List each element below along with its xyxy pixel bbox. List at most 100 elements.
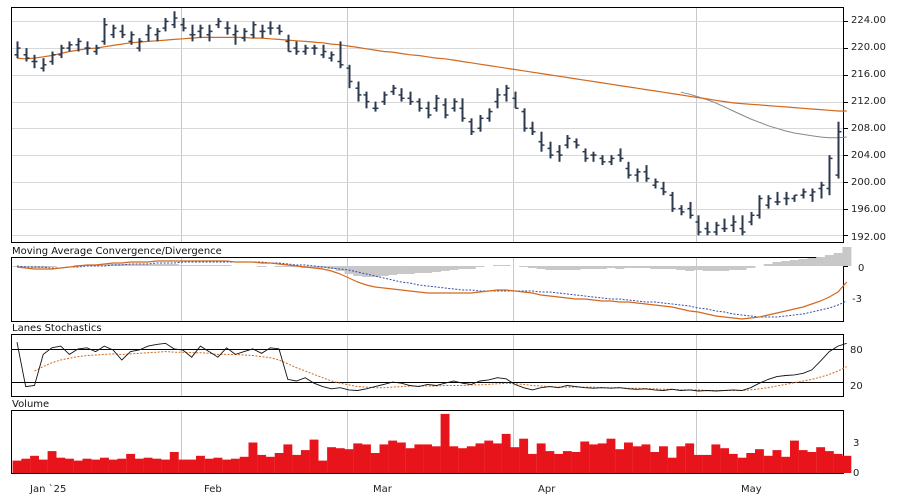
volume-bar xyxy=(711,444,721,473)
macd-histogram-bar xyxy=(554,266,564,270)
volume-bar xyxy=(38,459,48,473)
stochastic-k-line xyxy=(16,342,847,392)
volume-bar xyxy=(414,444,424,473)
volume-bar xyxy=(624,442,633,473)
volume-bar xyxy=(676,446,686,473)
macd-histogram-bar xyxy=(571,266,581,270)
macd-histogram-bar xyxy=(685,266,695,271)
month-label: Jan `25 xyxy=(29,483,66,495)
volume-bar xyxy=(702,454,712,473)
volume-bar xyxy=(763,455,773,473)
macd-histogram-bar xyxy=(431,266,441,272)
volume-bar xyxy=(161,459,170,473)
volume-bar xyxy=(641,444,651,473)
macd-histogram-bar xyxy=(169,264,179,266)
volume-bar xyxy=(475,443,485,473)
macd-histogram-bar xyxy=(833,253,843,266)
macd-histogram-bar xyxy=(335,266,345,271)
macd-histogram-bar xyxy=(772,262,782,266)
macd-histogram-bar xyxy=(720,266,730,271)
macd-histogram-bar xyxy=(632,266,642,268)
volume-bar xyxy=(126,453,136,473)
volume-bar xyxy=(571,452,581,473)
macd-histogram-bar xyxy=(388,266,398,275)
volume-bar xyxy=(484,440,494,473)
volume-ytick-label: 0 xyxy=(853,468,859,479)
volume-bar xyxy=(388,440,398,473)
volume-bar xyxy=(536,443,546,473)
volume-bar xyxy=(527,453,537,473)
macd-histogram-bar xyxy=(842,247,852,266)
macd-histogram-bar xyxy=(737,266,747,270)
macd-histogram-bar xyxy=(440,266,450,271)
macd-histogram-bar xyxy=(589,266,599,269)
macd-histogram-bar xyxy=(458,266,468,269)
macd-histogram-bar xyxy=(222,265,232,266)
volume-bar xyxy=(693,454,703,473)
macd-histogram-bar xyxy=(475,266,485,267)
price-ytick-label: 196.00 xyxy=(851,204,886,215)
volume-bar xyxy=(292,454,301,473)
volume-bar xyxy=(510,447,520,473)
volume-bar xyxy=(100,457,109,473)
volume-bar xyxy=(213,457,223,473)
volume-bar xyxy=(65,458,74,473)
macd-histogram-bar xyxy=(493,265,502,266)
marks-layer xyxy=(12,11,852,473)
macd-histogram-bar xyxy=(798,259,808,266)
volume-bar xyxy=(545,451,555,473)
macd-histogram-bar xyxy=(213,265,223,266)
macd-histogram-bar xyxy=(134,264,144,266)
macd-histogram-bar xyxy=(309,266,319,268)
volume-bar xyxy=(283,444,293,473)
macd-histogram-bar xyxy=(763,264,773,266)
volume-ytick-label: 3 xyxy=(853,438,859,449)
volume-bar xyxy=(597,443,607,473)
macd-histogram-bar xyxy=(449,266,459,270)
volume-bar xyxy=(842,455,852,473)
volume-bar xyxy=(589,444,598,473)
volume-bar xyxy=(772,450,782,473)
macd-histogram-bar xyxy=(807,258,817,266)
volume-bar xyxy=(134,458,144,473)
macd-histogram-bar xyxy=(353,266,363,276)
macd-histogram-bar xyxy=(597,266,607,269)
volume-bar xyxy=(370,453,380,473)
volume-bar xyxy=(405,448,415,473)
macd-histogram-bar xyxy=(824,255,834,266)
volume-bar xyxy=(169,452,179,473)
macd-histogram-bar xyxy=(606,266,616,268)
macd-histogram-bar xyxy=(178,265,188,266)
volume-bar xyxy=(720,448,729,473)
volume-bar xyxy=(449,446,459,473)
macd-histogram-bar xyxy=(405,266,415,274)
volume-bar xyxy=(685,443,695,473)
volume-bar xyxy=(73,460,83,473)
volume-bar xyxy=(606,438,616,473)
macd-histogram-bar xyxy=(746,266,756,268)
macd-signal-line xyxy=(16,261,847,318)
month-label: Mar xyxy=(373,484,393,495)
volume-bar xyxy=(554,453,563,473)
volume-bar xyxy=(335,448,345,473)
volume-bar xyxy=(458,448,467,473)
macd-histogram-bar xyxy=(501,265,511,266)
month-label: May xyxy=(741,484,762,495)
macd-histogram-bar xyxy=(816,257,826,266)
macd-title: Moving Average Convergence/Divergence xyxy=(12,246,222,257)
month-label: Feb xyxy=(204,484,222,495)
volume-bar xyxy=(178,459,188,473)
macd-histogram-bar xyxy=(519,266,529,267)
macd-histogram-bar xyxy=(790,260,799,266)
volume-bar xyxy=(21,458,31,473)
volume-bar xyxy=(231,458,240,473)
volume-bar xyxy=(816,447,826,473)
volume-bar xyxy=(824,451,834,473)
stochastic-ytick-label: 20 xyxy=(850,381,863,392)
volume-bar xyxy=(615,449,625,473)
macd-histogram-bar xyxy=(362,266,371,277)
volume-bar xyxy=(737,457,747,473)
volume-bar xyxy=(353,443,363,473)
volume-bar xyxy=(12,460,22,473)
